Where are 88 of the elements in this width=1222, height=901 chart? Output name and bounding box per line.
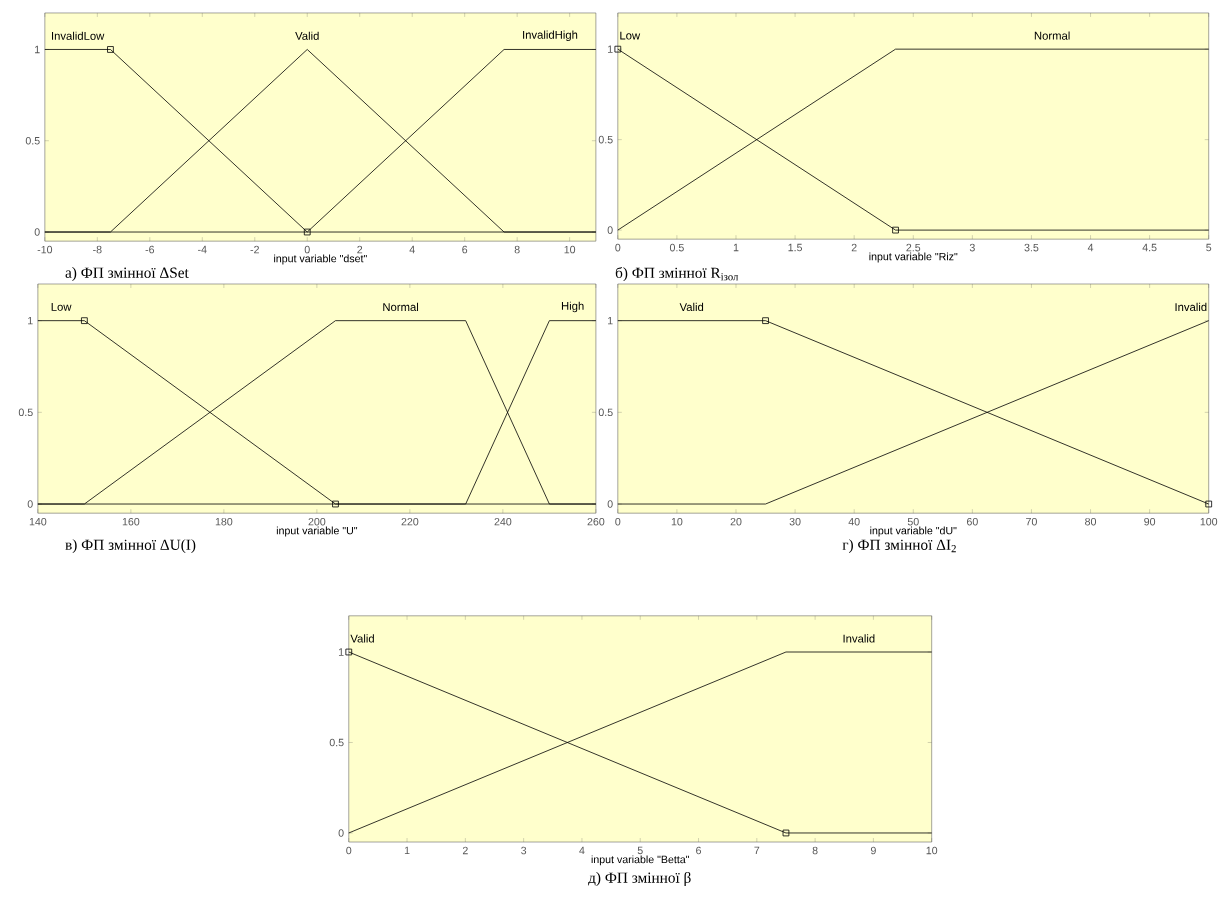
x-tick-label: 30 (789, 517, 801, 526)
x-tick-label: 20 (730, 517, 742, 526)
x-tick-label: 260 (587, 517, 605, 526)
x-tick-label: 90 (1144, 517, 1156, 526)
x-tick-label: 0 (615, 243, 621, 252)
x-tick-label: -4 (198, 245, 207, 254)
y-tick-label: 0.5 (18, 408, 33, 417)
x-tick-label: 180 (215, 517, 233, 526)
x-tick-label: 10 (926, 846, 938, 855)
series-label: High (561, 301, 584, 313)
x-tick-label: 0 (304, 245, 310, 254)
y-tick-label: 0 (338, 829, 344, 837)
x-tick-label: -10 (37, 245, 53, 254)
x-tick-label: 50 (907, 517, 919, 526)
x-tick-label: 3 (969, 243, 975, 252)
series-label: Valid (350, 634, 374, 643)
x-tick-label: 5 (637, 846, 643, 855)
series-label: Invalid (843, 634, 875, 643)
x-axis-title: input variable "U" (276, 526, 358, 537)
x-tick-label: 220 (401, 517, 419, 526)
x-tick-label: -2 (250, 245, 259, 254)
x-tick-label: 2 (462, 846, 468, 855)
y-tick-label: 1 (28, 317, 33, 325)
y-tick-label: 0 (607, 500, 613, 508)
x-tick-label: 70 (1026, 517, 1037, 526)
x-tick-label: 9 (870, 846, 876, 855)
x-tick-label: 10 (564, 245, 576, 254)
y-tick-label: 0.5 (598, 408, 613, 417)
x-tick-label: 200 (308, 517, 326, 526)
text: в) ФП змінної ΔU(I) (65, 539, 196, 554)
y-tick-label: 1 (608, 45, 613, 53)
series-label: Low (620, 31, 641, 40)
x-tick-label: 4.5 (1142, 243, 1157, 252)
x-tick-label: 240 (494, 517, 512, 526)
y-tick-label: 1 (35, 45, 40, 54)
x-tick-label: 100 (1200, 517, 1218, 526)
x-tick-label: 2.5 (906, 243, 921, 252)
text: а) ФП змінної ΔSet (65, 267, 189, 282)
x-axis-title: input variable "Riz" (869, 252, 958, 263)
y-tick-label: 1 (338, 648, 344, 656)
x-tick-label: 4 (409, 245, 415, 254)
series-label: Valid (679, 302, 704, 312)
x-axis-title: input variable "dset" (274, 254, 367, 265)
x-tick-label: 0.5 (669, 243, 684, 252)
x-tick-label: 5 (1206, 243, 1212, 252)
x-tick-label: 0 (615, 517, 621, 526)
x-tick-label: -8 (93, 245, 102, 254)
series-label: Valid (295, 31, 319, 41)
x-tick-label: 2 (357, 245, 363, 254)
series-label: Low (51, 303, 72, 311)
x-tick-label: 6 (696, 846, 702, 855)
y-tick-label: 0 (34, 228, 40, 236)
x-tick-label: 4 (579, 846, 585, 855)
text: б) ФП змінної R$_{ізол}$ (615, 267, 739, 282)
x-tick-label: 60 (966, 517, 978, 526)
x-tick-label: -6 (145, 245, 155, 254)
y-tick-label: 1 (608, 317, 613, 325)
y-tick-label: 0.5 (329, 738, 344, 747)
x-tick-label: 2 (851, 243, 857, 252)
x-tick-label: 7 (754, 846, 760, 855)
x-tick-label: 40 (848, 517, 860, 526)
x-tick-label: 6 (462, 245, 468, 254)
x-tick-label: 1 (404, 846, 410, 855)
x-tick-label: 1 (733, 243, 739, 252)
y-tick-label: 0.5 (25, 137, 40, 145)
x-tick-label: 4 (1087, 243, 1094, 252)
x-tick-label: 0 (346, 846, 352, 855)
x-tick-label: 10 (671, 517, 683, 526)
text: д) ФП змінної β (588, 871, 691, 886)
x-tick-label: 8 (812, 846, 818, 855)
y-tick-label: 0 (607, 226, 613, 234)
x-tick-label: 140 (29, 517, 47, 526)
y-tick-label: 0.5 (598, 135, 613, 144)
x-tick-label: 80 (1085, 517, 1097, 526)
y-tick-label: 0 (27, 500, 33, 508)
x-axis-title: input variable "Betta" (591, 855, 690, 866)
text: г) ФП змінної ΔI$_{2}$ (842, 539, 956, 554)
x-axis-title: input variable "dU" (870, 526, 957, 537)
series-label: InvalidHigh (523, 30, 578, 42)
series-label: InvalidLow (52, 31, 105, 41)
x-tick-label: 8 (514, 245, 520, 254)
series-label: Normal (383, 302, 419, 312)
x-tick-label: 3.5 (1024, 243, 1039, 252)
series-label: Normal (1034, 31, 1070, 40)
series-label: Invalid (1175, 302, 1207, 312)
x-tick-label: 3 (521, 846, 527, 855)
x-tick-label: 160 (122, 517, 140, 526)
x-tick-label: 1.5 (788, 243, 803, 252)
